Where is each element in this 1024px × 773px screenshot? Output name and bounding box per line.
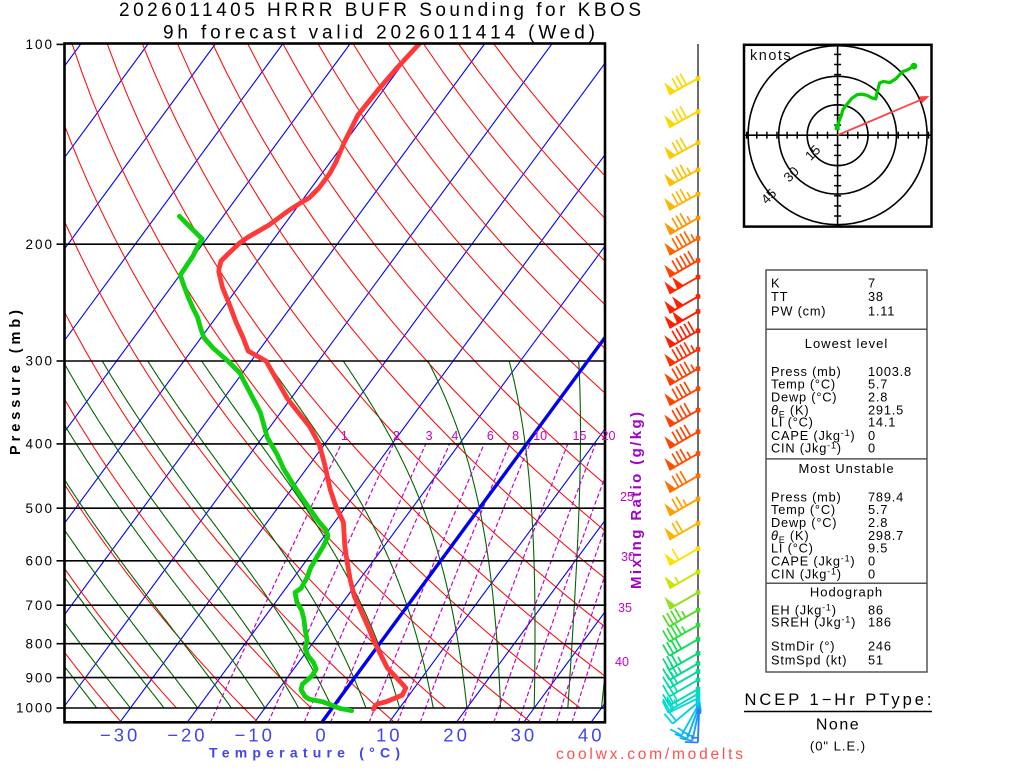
- svg-text:8: 8: [512, 429, 519, 443]
- svg-text:2026011405 HRRR BUFR Sounding: 2026011405 HRRR BUFR Sounding for KBOS: [119, 0, 641, 21]
- svg-text:TT: TT: [771, 289, 788, 304]
- svg-text:30: 30: [511, 725, 538, 746]
- svg-text:38: 38: [868, 289, 884, 304]
- svg-text:Temperature (°C): Temperature (°C): [209, 745, 402, 761]
- svg-text:100: 100: [25, 37, 54, 52]
- svg-text:10: 10: [533, 429, 547, 443]
- svg-text:200: 200: [25, 237, 54, 252]
- svg-text:800: 800: [25, 636, 54, 651]
- svg-text:knots: knots: [750, 48, 792, 64]
- svg-text:51: 51: [868, 653, 884, 668]
- svg-text:0: 0: [868, 567, 876, 582]
- svg-text:7: 7: [868, 275, 876, 290]
- svg-text:−20: −20: [167, 725, 207, 746]
- svg-text:0: 0: [315, 725, 328, 746]
- svg-text:StmSpd (kt): StmSpd (kt): [771, 653, 847, 668]
- svg-text:2: 2: [393, 429, 400, 443]
- svg-text:Most Unstable: Most Unstable: [798, 461, 894, 476]
- svg-text:35: 35: [618, 601, 632, 615]
- svg-text:30: 30: [621, 550, 635, 564]
- svg-text:Lowest level: Lowest level: [805, 336, 889, 351]
- svg-text:300: 300: [25, 354, 54, 369]
- svg-text:0: 0: [868, 441, 876, 456]
- svg-text:1000: 1000: [16, 701, 54, 716]
- svg-text:9h forecast valid 2026011414 (: 9h forecast valid 2026011414 (Wed): [163, 23, 595, 44]
- svg-text:600: 600: [25, 554, 54, 569]
- svg-text:6: 6: [487, 429, 494, 443]
- svg-text:246: 246: [868, 639, 892, 654]
- svg-text:1: 1: [341, 429, 348, 443]
- svg-text:20: 20: [443, 725, 470, 746]
- svg-text:−10: −10: [235, 725, 275, 746]
- svg-text:PW (cm): PW (cm): [771, 303, 826, 318]
- svg-text:400: 400: [25, 437, 54, 452]
- svg-text:20: 20: [602, 429, 616, 443]
- svg-text:1.11: 1.11: [868, 303, 895, 318]
- svg-text:25: 25: [620, 490, 634, 504]
- svg-text:40: 40: [578, 725, 605, 746]
- svg-text:186: 186: [868, 615, 892, 630]
- svg-text:900: 900: [25, 670, 54, 685]
- svg-text:40: 40: [615, 655, 629, 669]
- svg-text:None: None: [816, 717, 860, 734]
- svg-text:(0" L.E.): (0" L.E.): [810, 739, 866, 754]
- svg-text:Hodograph: Hodograph: [810, 584, 883, 599]
- svg-text:K: K: [771, 275, 780, 290]
- svg-text:4: 4: [451, 429, 458, 443]
- svg-text:−30: −30: [100, 725, 140, 746]
- svg-text:700: 700: [25, 598, 54, 613]
- svg-text:StmDir (°): StmDir (°): [771, 639, 835, 654]
- svg-text:500: 500: [25, 501, 54, 516]
- svg-text:10: 10: [376, 725, 403, 746]
- svg-text:coolwx.com/modelts: coolwx.com/modelts: [556, 746, 743, 763]
- svg-text:3: 3: [426, 429, 433, 443]
- svg-text:15: 15: [573, 429, 587, 443]
